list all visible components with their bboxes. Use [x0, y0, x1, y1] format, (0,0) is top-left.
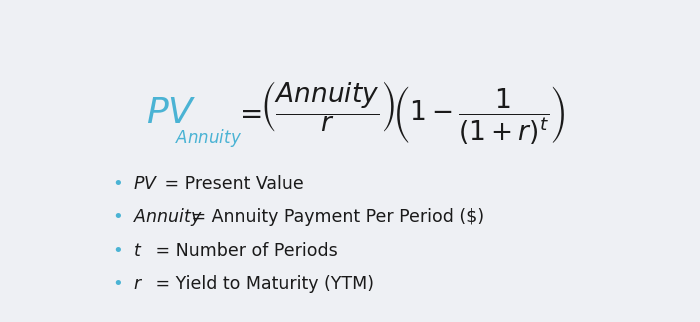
Text: $\mathit{t}$: $\mathit{t}$ — [132, 242, 142, 260]
Text: = Yield to Maturity (YTM): = Yield to Maturity (YTM) — [150, 275, 374, 293]
Text: $\mathit{PV}$: $\mathit{PV}$ — [132, 175, 158, 193]
Text: •: • — [112, 242, 122, 260]
Text: $=$: $=$ — [234, 99, 261, 127]
Text: = Present Value: = Present Value — [159, 175, 303, 193]
Text: •: • — [112, 175, 122, 193]
Text: •: • — [112, 208, 122, 226]
Text: $\left(\dfrac{\mathit{Annuity}}{r}\right)\!\left(1 - \dfrac{1}{(1 + r)^{t}}\righ: $\left(\dfrac{\mathit{Annuity}}{r}\right… — [260, 79, 566, 147]
Text: = Annuity Payment Per Period ($): = Annuity Payment Per Period ($) — [186, 208, 484, 226]
Text: = Number of Periods: = Number of Periods — [150, 242, 337, 260]
Text: •: • — [112, 275, 122, 293]
Text: $\mathit{PV}$: $\mathit{PV}$ — [146, 96, 197, 130]
Text: $\mathit{Annuity}$: $\mathit{Annuity}$ — [175, 127, 242, 149]
Text: $\mathit{r}$: $\mathit{r}$ — [132, 275, 143, 293]
Text: $\mathit{Annuity}$: $\mathit{Annuity}$ — [132, 206, 202, 228]
